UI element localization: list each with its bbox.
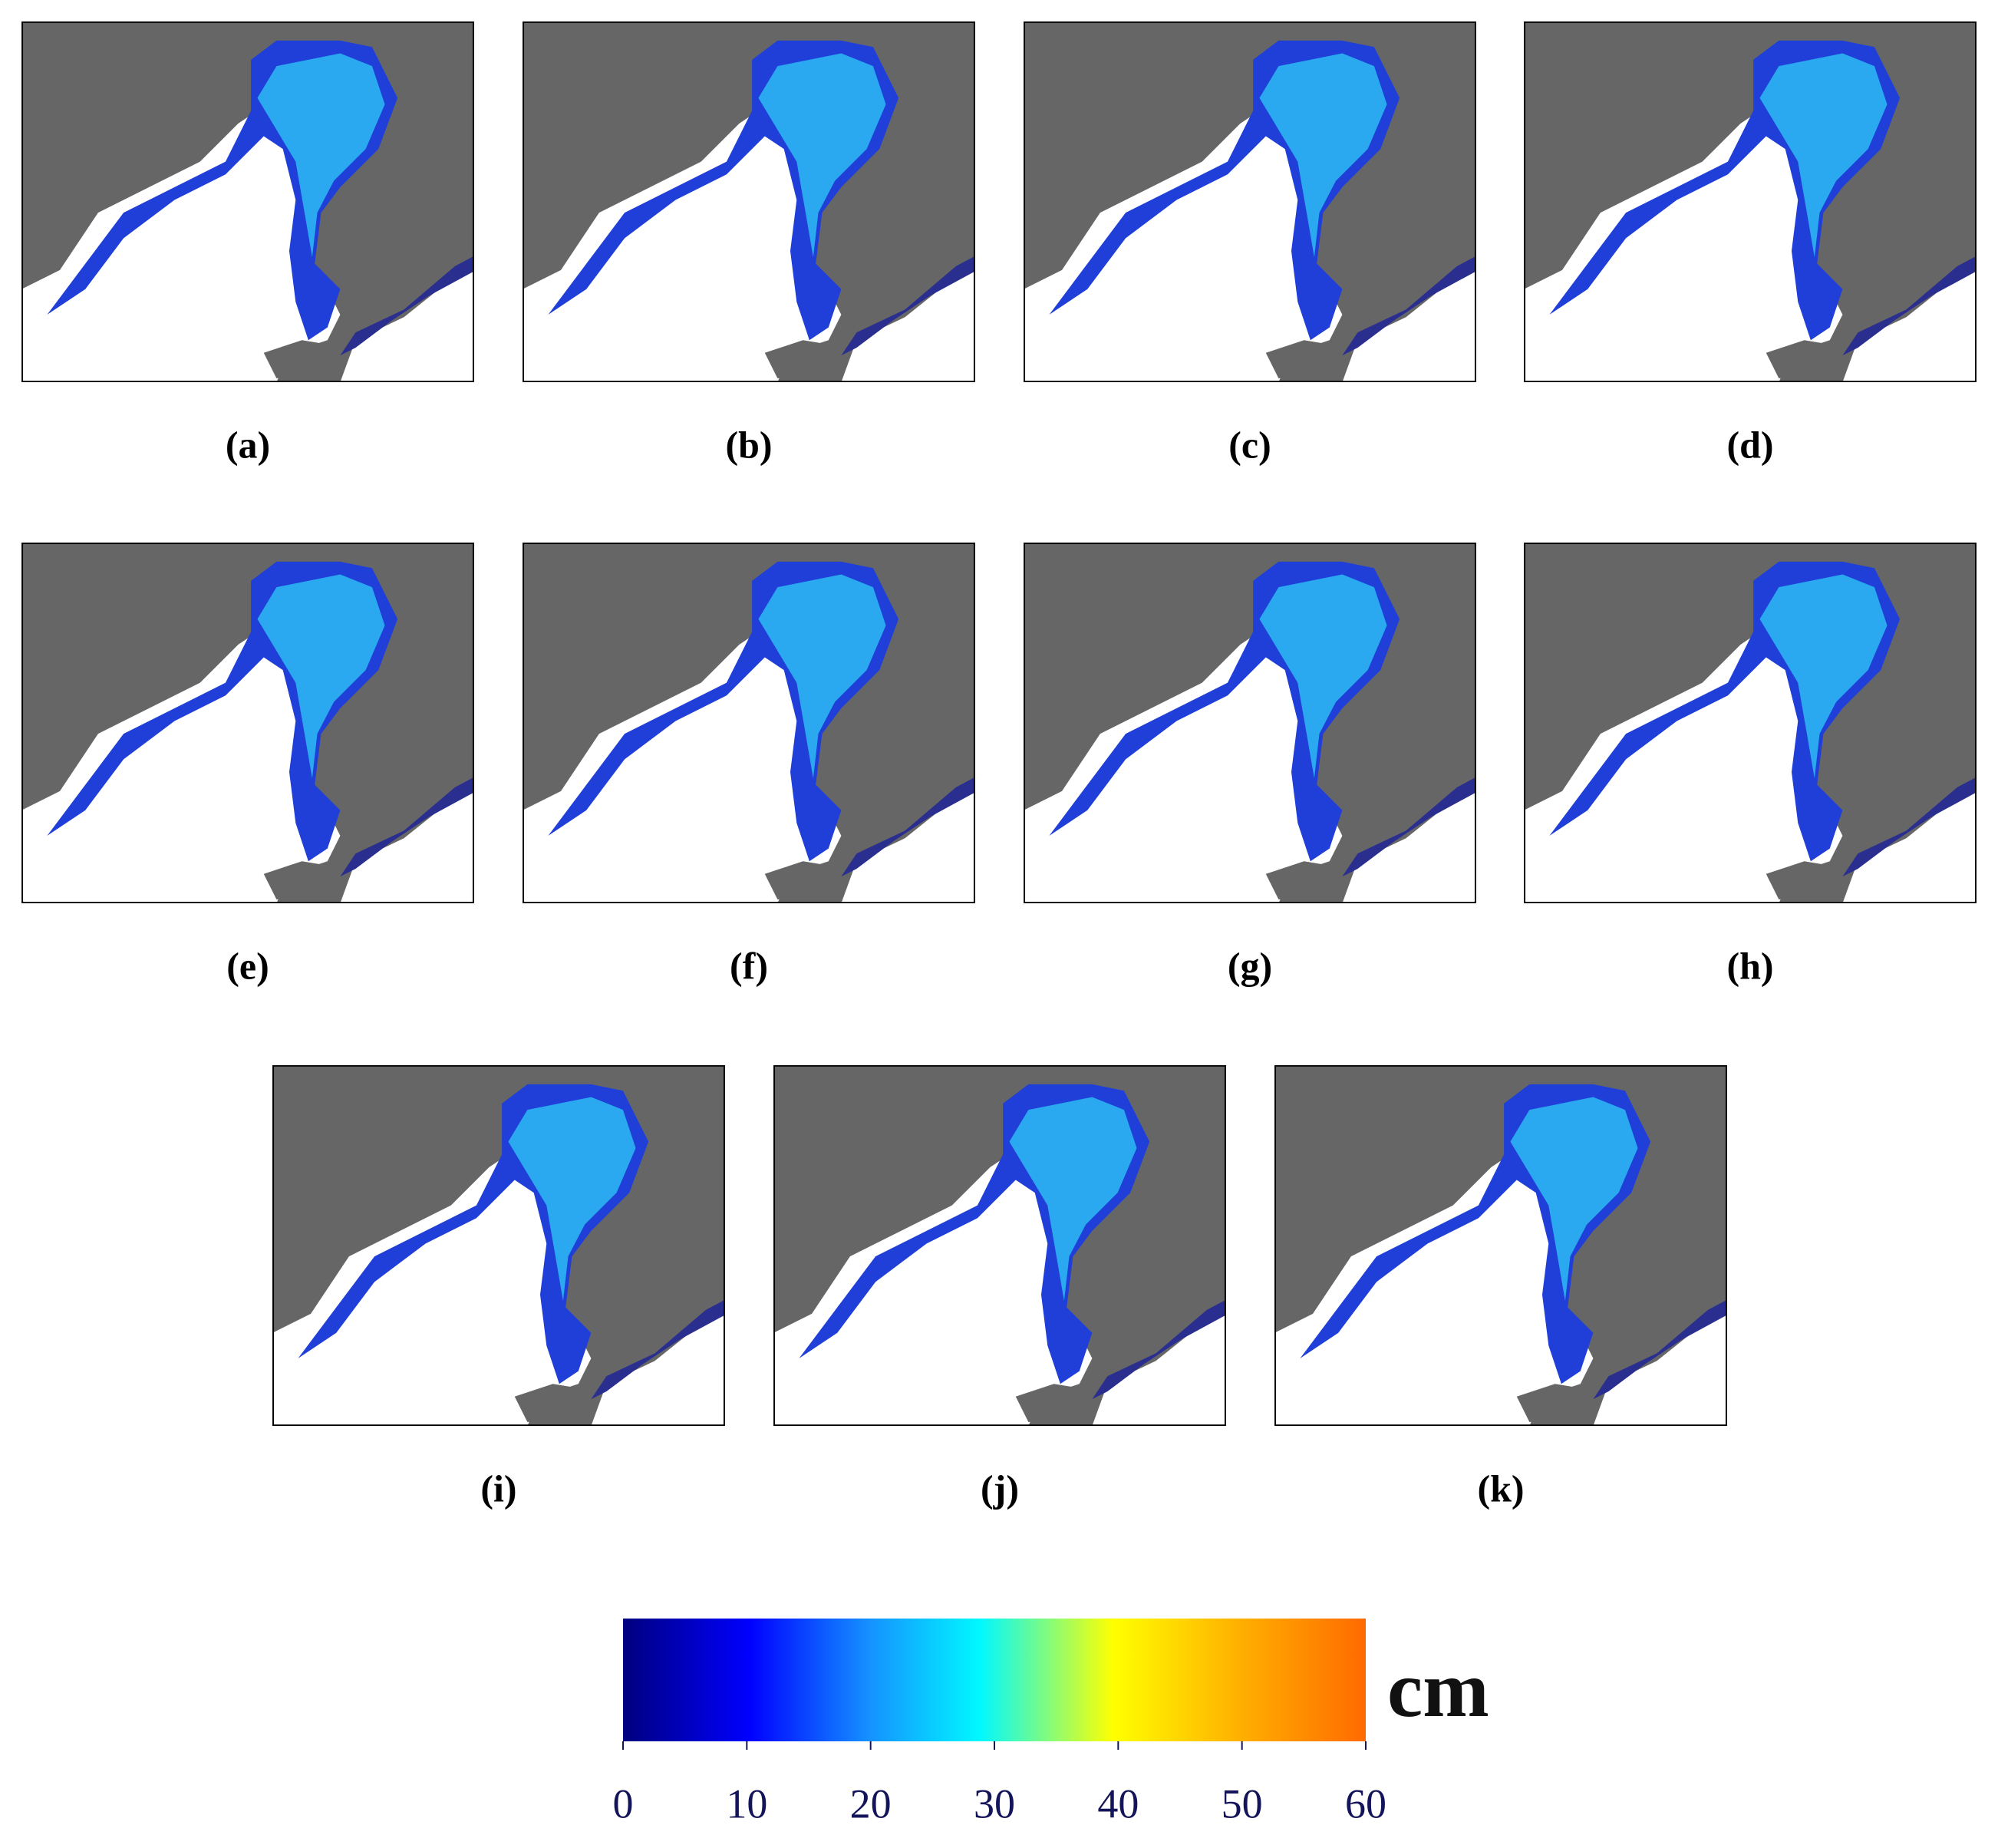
tick-label: 20 [850, 1780, 892, 1827]
panel-label: (g) [1228, 944, 1272, 987]
colorbar [623, 1619, 1366, 1741]
tick-label: 50 [1222, 1780, 1263, 1827]
tick-label: 10 [726, 1780, 767, 1827]
tick-label: 30 [974, 1780, 1015, 1827]
map-panel [21, 21, 474, 382]
colorbar-ticks: 0 10 20 30 40 50 60 [613, 1741, 1386, 1827]
panels: (a) (b) (c) (d) (e) (f) (g) (h) (i) (j) (k) [21, 21, 1977, 1510]
map-panel [773, 1065, 1226, 1426]
map-panel [1024, 21, 1476, 382]
map-panel [523, 21, 975, 382]
colorbar-unit: cm [1387, 1645, 1489, 1734]
tick-label: 40 [1097, 1780, 1139, 1827]
panel-label: (i) [480, 1467, 516, 1510]
panel-label: (b) [725, 423, 772, 466]
panel-label: (j) [981, 1467, 1019, 1510]
map-panel [1524, 21, 1977, 382]
map-panel [21, 543, 474, 903]
map-panel [1024, 543, 1476, 903]
tick-label: 0 [613, 1780, 634, 1827]
map-panel [272, 1065, 725, 1426]
map-panel [1524, 543, 1977, 903]
tick-label: 60 [1345, 1780, 1386, 1827]
panel-label: (c) [1228, 423, 1271, 466]
panel-label: (e) [226, 944, 269, 987]
map-panel [1274, 1065, 1727, 1426]
panel-label: (k) [1477, 1467, 1524, 1510]
panel-label: (h) [1726, 944, 1773, 987]
panel-label: (d) [1726, 423, 1773, 466]
panel-label: (f) [730, 944, 768, 987]
panel-label: (a) [226, 423, 270, 466]
map-panel [523, 543, 975, 903]
